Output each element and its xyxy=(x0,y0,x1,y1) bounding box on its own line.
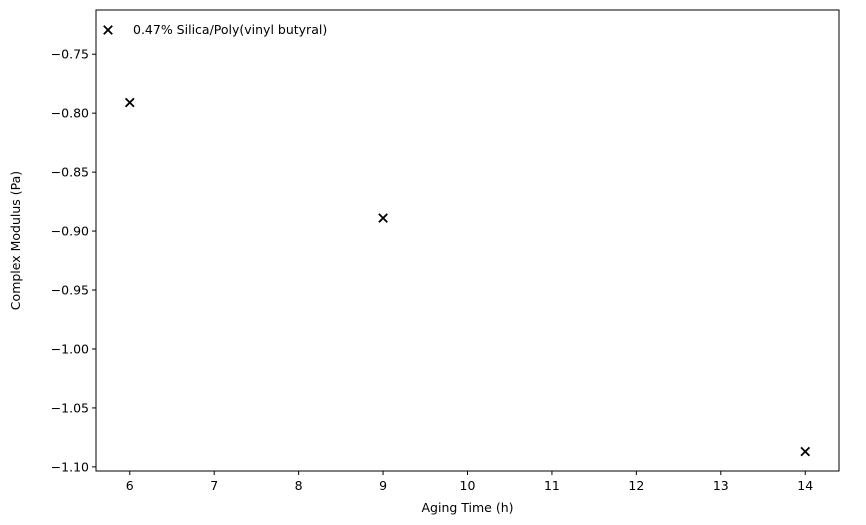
legend-marker-x xyxy=(103,25,113,35)
y-tick-label: −0.90 xyxy=(51,224,89,239)
x-axis-ticks: 6 7 8 9 10 11 12 13 14 xyxy=(126,471,813,493)
x-tick-label: 11 xyxy=(544,478,560,493)
y-tick-label: −0.85 xyxy=(51,165,89,180)
data-point xyxy=(378,213,388,223)
y-tick-label: −0.80 xyxy=(51,106,89,121)
data-points xyxy=(124,97,811,457)
data-point xyxy=(124,97,135,108)
x-tick-label: 10 xyxy=(460,478,476,493)
x-axis-label: Aging Time (h) xyxy=(421,500,513,515)
x-tick-label: 12 xyxy=(628,478,644,493)
y-axis-ticks: −0.75 −0.80 −0.85 −0.90 −0.95 −1.00 −1.05 −1.10 xyxy=(51,47,96,474)
y-tick-label: −1.05 xyxy=(51,400,89,415)
y-axis-label: Complex Modulus (Pa) xyxy=(8,171,23,310)
y-tick-label: −0.75 xyxy=(51,47,89,62)
x-tick-label: 9 xyxy=(379,478,387,493)
y-tick-label: −1.00 xyxy=(51,341,89,356)
y-tick-label: −0.95 xyxy=(51,283,89,298)
x-tick-label: 6 xyxy=(126,478,134,493)
legend-marker-x xyxy=(103,25,113,35)
x-tick-label: 7 xyxy=(210,478,218,493)
x-tick-label: 14 xyxy=(797,478,813,493)
legend: 0.47% Silica/Poly(vinyl butyral) xyxy=(103,22,327,37)
data-point xyxy=(800,446,811,457)
y-tick-label: −1.10 xyxy=(51,459,89,474)
x-tick-label: 13 xyxy=(713,478,729,493)
plot-frame xyxy=(95,9,840,472)
x-tick-label: 8 xyxy=(295,478,303,493)
legend-label: 0.47% Silica/Poly(vinyl butyral) xyxy=(133,22,327,37)
